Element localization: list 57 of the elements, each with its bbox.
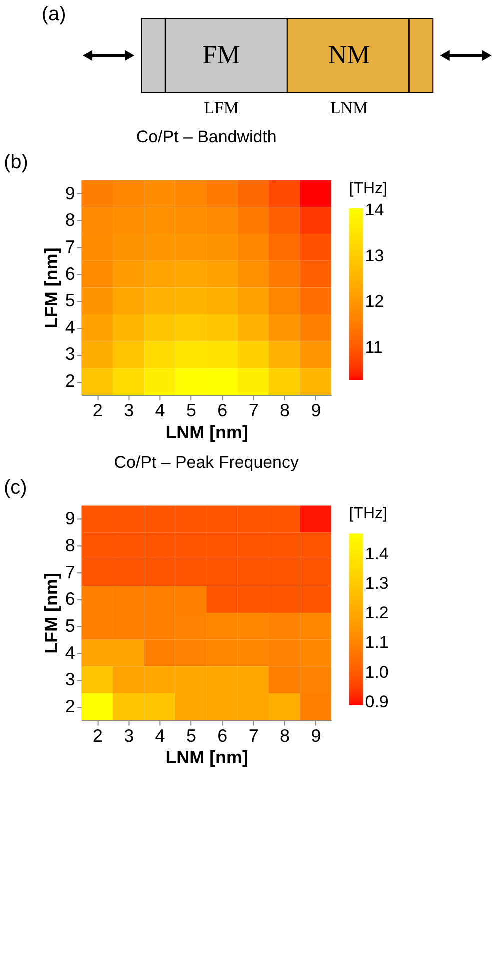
color-bar-label: 13: [365, 246, 384, 266]
y-tick-label: 6: [65, 264, 76, 284]
text: (b): [4, 151, 28, 174]
y-tick-label: 2: [65, 371, 76, 392]
x-tick-label: 2: [92, 726, 103, 746]
color-bar-label: 12: [365, 292, 384, 312]
x-tick-label: 9: [311, 400, 322, 420]
color-bar-label: 1.0: [365, 662, 389, 682]
text: (a): [42, 4, 66, 26]
y-tick-label: 7: [65, 562, 76, 582]
y-tick-label: 2: [65, 696, 76, 716]
y-tick-label: 6: [65, 589, 76, 610]
x-tick-label: 3: [124, 726, 134, 746]
color-bar-title: [THz]: [349, 180, 388, 198]
text: FM: [202, 40, 240, 70]
y-tick-label: 8: [65, 210, 76, 230]
color-bar-label: 1.2: [365, 604, 389, 623]
color-bar-title: [THz]: [349, 506, 388, 523]
x-tick-label: 4: [155, 400, 166, 420]
y-tick-label: 9: [65, 183, 76, 204]
text: NM: [328, 40, 370, 70]
x-tick-label: 7: [248, 400, 259, 420]
y-axis-title: LFM [nm]: [41, 573, 62, 654]
color-bar-label: 0.9: [365, 692, 389, 712]
x-tick-label: 4: [155, 726, 166, 746]
text: LNM: [330, 98, 368, 118]
x-tick-label: 5: [186, 400, 196, 420]
chart-title: Co/Pt – Peak Frequency: [114, 452, 300, 472]
x-tick-label: 3: [124, 400, 134, 420]
x-tick-label: 5: [186, 726, 196, 746]
y-tick-label: 3: [65, 670, 76, 690]
text: LFM: [204, 98, 239, 118]
chart-title: Co/Pt – Bandwidth: [136, 127, 277, 146]
text: (c): [4, 476, 28, 499]
y-tick-label: 4: [65, 317, 76, 338]
y-tick-label: 5: [65, 290, 76, 311]
x-tick-label: 6: [218, 726, 228, 746]
color-bar-label: 11: [365, 338, 383, 357]
y-tick-label: 9: [65, 508, 76, 529]
y-tick-label: 4: [65, 642, 76, 663]
x-axis-title: LNM [nm]: [166, 748, 248, 768]
x-tick-label: 9: [311, 726, 322, 746]
y-tick-label: 3: [65, 344, 76, 364]
y-tick-label: 5: [65, 616, 76, 636]
x-tick-label: 2: [92, 400, 103, 420]
color-bar-label: 1.4: [365, 544, 389, 564]
x-tick-label: 8: [280, 726, 290, 746]
color-bar-label: 14: [365, 200, 384, 220]
x-axis-title: LNM [nm]: [166, 422, 248, 442]
x-tick-label: 6: [218, 400, 228, 420]
y-tick-label: 8: [65, 535, 76, 556]
y-tick-label: 7: [65, 236, 76, 257]
y-axis-title: LFM [nm]: [41, 248, 62, 329]
x-tick-label: 7: [248, 726, 259, 746]
x-tick-label: 8: [280, 400, 290, 420]
color-bar-label: 1.3: [365, 574, 389, 593]
color-bar-label: 1.1: [365, 633, 389, 652]
